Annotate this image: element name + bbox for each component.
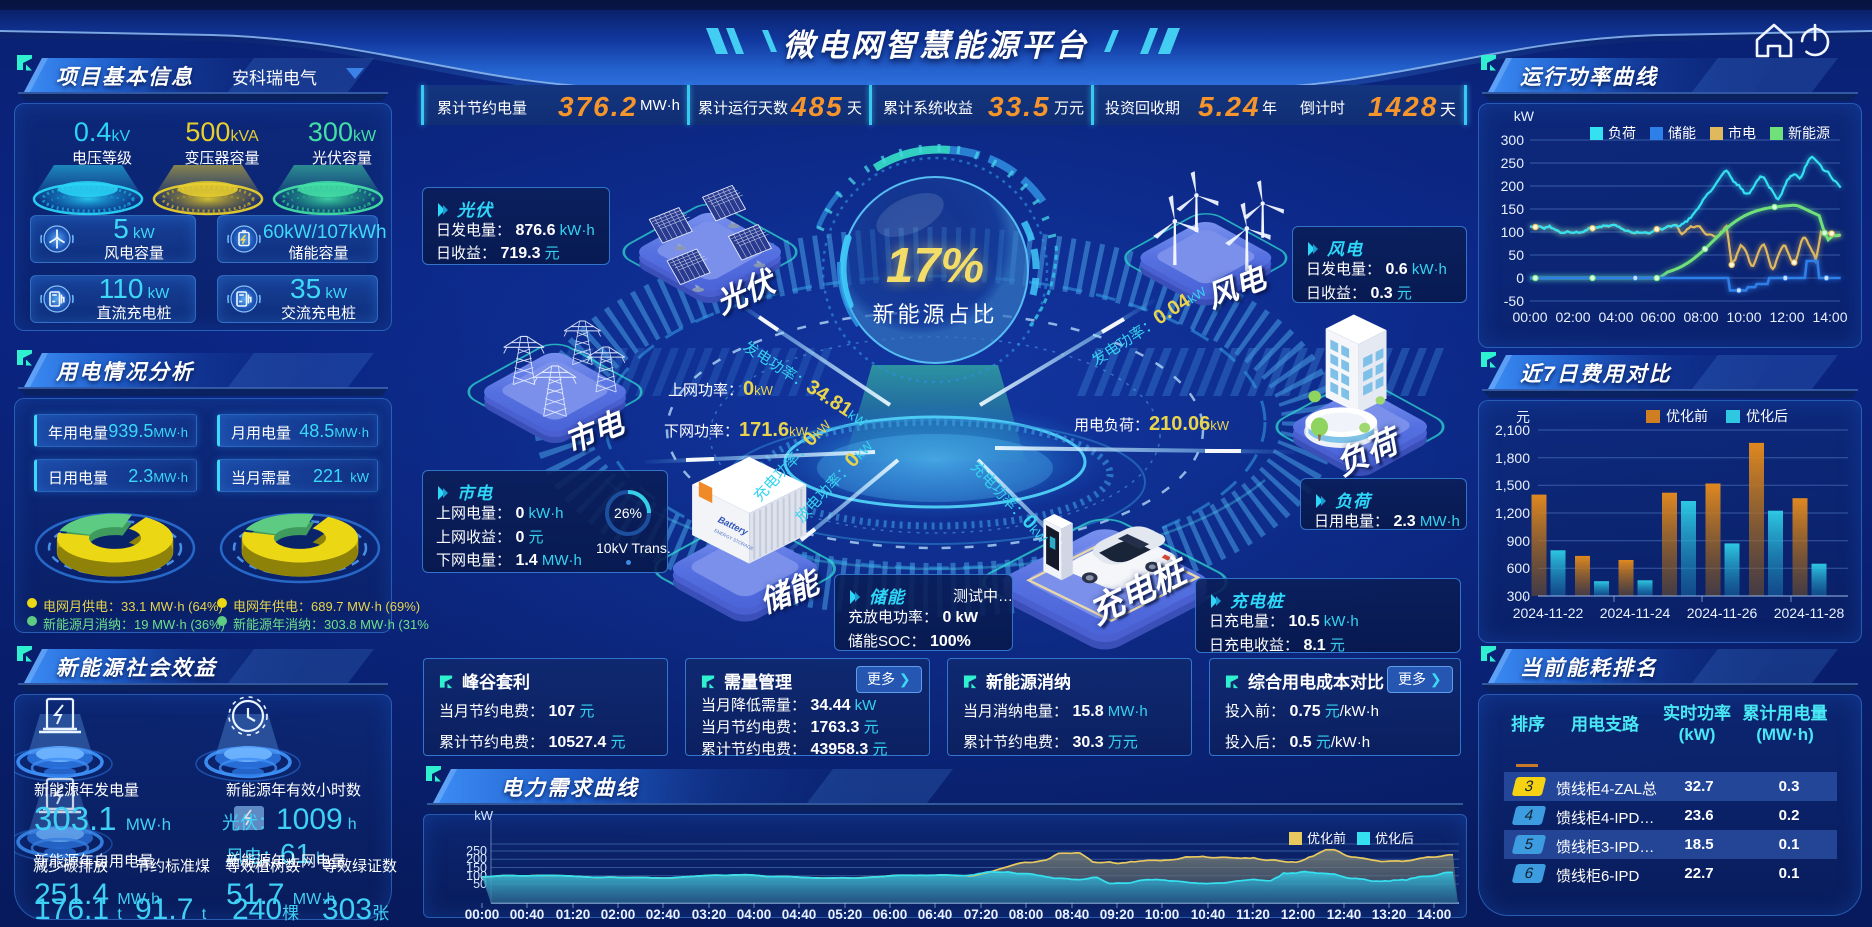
svg-text:0: 0: [1516, 270, 1524, 286]
svg-text:新能源: 新能源: [1788, 125, 1830, 141]
svg-text:07:20: 07:20: [964, 907, 999, 922]
svg-text:负荷: 负荷: [1608, 125, 1636, 141]
svg-text:50: 50: [1508, 247, 1524, 263]
svg-text:05:20: 05:20: [828, 907, 863, 922]
svg-text:-50: -50: [1504, 293, 1524, 309]
svg-text:2024-11-24: 2024-11-24: [1600, 605, 1671, 621]
svg-text:13:20: 13:20: [1372, 907, 1407, 922]
svg-text:08:40: 08:40: [1055, 907, 1090, 922]
svg-text:300: 300: [1507, 588, 1531, 604]
svg-text:新能源占比: 新能源占比: [872, 302, 997, 327]
svg-text:2024-11-28: 2024-11-28: [1774, 605, 1845, 621]
svg-text:150: 150: [466, 861, 487, 875]
svg-text:14:00: 14:00: [1417, 907, 1452, 922]
svg-text:00:00: 00:00: [1512, 309, 1547, 325]
svg-text:1,800: 1,800: [1495, 450, 1530, 466]
svg-text:04:00: 04:00: [737, 907, 772, 922]
svg-text:14:00: 14:00: [1812, 309, 1847, 325]
svg-text:200: 200: [1501, 178, 1525, 194]
svg-text:06:40: 06:40: [918, 907, 953, 922]
svg-text:1,500: 1,500: [1495, 477, 1530, 493]
svg-text:09:20: 09:20: [1100, 907, 1135, 922]
svg-text:12:00: 12:00: [1769, 309, 1804, 325]
svg-text:100: 100: [466, 869, 487, 883]
svg-text:储能: 储能: [1668, 125, 1696, 141]
svg-text:02:40: 02:40: [646, 907, 681, 922]
svg-text:06:00: 06:00: [1640, 309, 1675, 325]
svg-text:11:20: 11:20: [1236, 907, 1270, 922]
svg-text:kW: kW: [1514, 108, 1535, 124]
svg-text:900: 900: [1507, 533, 1531, 549]
svg-text:04:00: 04:00: [1598, 309, 1633, 325]
svg-text:150: 150: [1501, 201, 1525, 217]
svg-text:03:20: 03:20: [692, 907, 727, 922]
svg-text:01:20: 01:20: [556, 907, 591, 922]
svg-text:200: 200: [466, 852, 487, 866]
svg-text:00:40: 00:40: [510, 907, 545, 922]
svg-text:优化后: 优化后: [1375, 831, 1414, 846]
svg-text:00:00: 00:00: [465, 907, 500, 922]
svg-text:08:00: 08:00: [1009, 907, 1044, 922]
svg-text:kW: kW: [474, 808, 494, 823]
svg-text:10:40: 10:40: [1191, 907, 1226, 922]
svg-text:1,200: 1,200: [1495, 505, 1530, 521]
svg-text:10:00: 10:00: [1145, 907, 1180, 922]
svg-text:优化后: 优化后: [1746, 408, 1788, 424]
svg-text:优化前: 优化前: [1307, 831, 1346, 846]
svg-text:12:00: 12:00: [1281, 907, 1316, 922]
svg-text:2,100: 2,100: [1495, 422, 1530, 438]
svg-text:100: 100: [1501, 224, 1525, 240]
svg-text:26%: 26%: [614, 505, 642, 521]
svg-text:12:40: 12:40: [1327, 907, 1362, 922]
svg-text:10:00: 10:00: [1726, 309, 1761, 325]
svg-text:17%: 17%: [886, 239, 984, 293]
svg-text:250: 250: [466, 844, 487, 858]
svg-text:2024-11-22: 2024-11-22: [1513, 605, 1584, 621]
svg-text:08:00: 08:00: [1683, 309, 1718, 325]
svg-text:300: 300: [1501, 132, 1525, 148]
svg-text:市电: 市电: [1728, 125, 1756, 141]
svg-text:250: 250: [1501, 155, 1525, 171]
svg-text:02:00: 02:00: [1555, 309, 1590, 325]
svg-text:600: 600: [1507, 560, 1531, 576]
svg-text:元: 元: [1516, 409, 1530, 425]
svg-text:04:40: 04:40: [782, 907, 817, 922]
svg-text:2024-11-26: 2024-11-26: [1687, 605, 1758, 621]
svg-text:06:00: 06:00: [873, 907, 908, 922]
svg-text:02:00: 02:00: [601, 907, 636, 922]
svg-text:优化前: 优化前: [1666, 408, 1708, 424]
